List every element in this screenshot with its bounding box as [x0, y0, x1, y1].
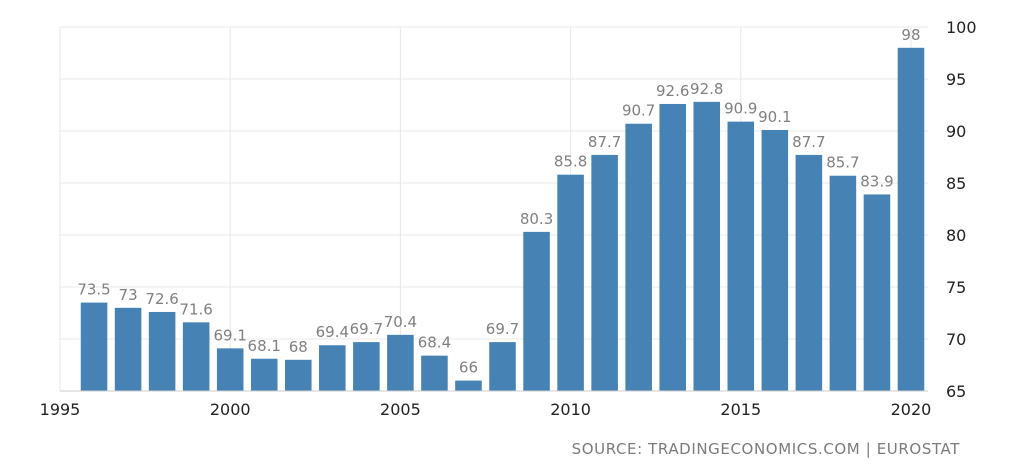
- bar-value-label: 87.7: [792, 133, 825, 151]
- bar: [795, 154, 823, 391]
- bar-value-label: 71.6: [179, 300, 212, 318]
- bar: [216, 348, 244, 391]
- bar-value-label: 92.8: [690, 80, 723, 98]
- bar-value-label: 72.6: [145, 290, 178, 308]
- x-tick-label: 2015: [720, 400, 761, 419]
- bar: [455, 380, 482, 391]
- bar: [387, 334, 414, 391]
- bar-value-label: 68: [289, 338, 308, 356]
- bar: [489, 342, 516, 391]
- y-tick-label: 85: [946, 174, 966, 193]
- bar-value-label: 90.9: [724, 100, 757, 118]
- bar: [421, 355, 448, 391]
- bar: [829, 175, 857, 391]
- bar: [863, 194, 891, 391]
- bar: [897, 47, 925, 392]
- y-tick-label: 75: [946, 278, 966, 297]
- bar: [353, 342, 380, 391]
- bar-value-label: 87.7: [588, 133, 621, 151]
- bar: [557, 174, 584, 391]
- bar-value-label: 92.6: [656, 82, 689, 100]
- bar-value-label: 85.8: [554, 153, 587, 171]
- y-tick-label: 90: [946, 122, 966, 141]
- y-tick-label: 80: [946, 226, 966, 245]
- x-tick-label: 2005: [380, 400, 421, 419]
- x-tick-label: 2010: [550, 400, 591, 419]
- bar: [250, 358, 278, 391]
- bar-value-label: 69.1: [213, 326, 246, 344]
- bar: [761, 129, 789, 391]
- bar: [114, 307, 142, 391]
- bar-value-label: 83.9: [860, 172, 893, 190]
- x-tick-label: 2000: [210, 400, 251, 419]
- bar: [659, 103, 686, 392]
- x-tick-label: 2020: [891, 400, 932, 419]
- bar-value-label: 68.4: [418, 334, 451, 352]
- bar-value-label: 68.1: [248, 337, 281, 355]
- bar-value-label: 85.7: [826, 154, 859, 172]
- bar: [148, 311, 176, 391]
- bar: [523, 231, 550, 391]
- bar-value-label: 66: [459, 359, 478, 377]
- y-tick-label: 65: [946, 382, 966, 401]
- bar-value-label: 80.3: [520, 210, 553, 228]
- y-tick-label: 100: [946, 18, 977, 37]
- bar-value-label: 69.4: [316, 323, 349, 341]
- bar-value-label: 90.7: [622, 102, 655, 120]
- bar: [625, 123, 652, 391]
- source-note: SOURCE: TRADINGECONOMICS.COM | EUROSTAT: [571, 440, 960, 458]
- bar: [284, 359, 312, 391]
- x-tick-label: 1995: [40, 400, 81, 419]
- bar-value-label: 73.5: [77, 281, 110, 299]
- bar: [80, 302, 108, 391]
- y-tick-label: 95: [946, 70, 966, 89]
- bar: [182, 322, 210, 391]
- y-tick-label: 70: [946, 330, 966, 349]
- bar-value-label: 90.1: [758, 108, 791, 126]
- bar-value-label: 70.4: [384, 313, 417, 331]
- bar-value-label: 73: [119, 286, 138, 304]
- bar-value-label: 69.7: [350, 320, 383, 338]
- bar: [727, 121, 755, 391]
- bar: [591, 154, 618, 391]
- bar: [319, 345, 346, 391]
- bar-value-label: 69.7: [486, 320, 519, 338]
- bar: [693, 101, 721, 391]
- bar-value-label: 98: [901, 26, 920, 44]
